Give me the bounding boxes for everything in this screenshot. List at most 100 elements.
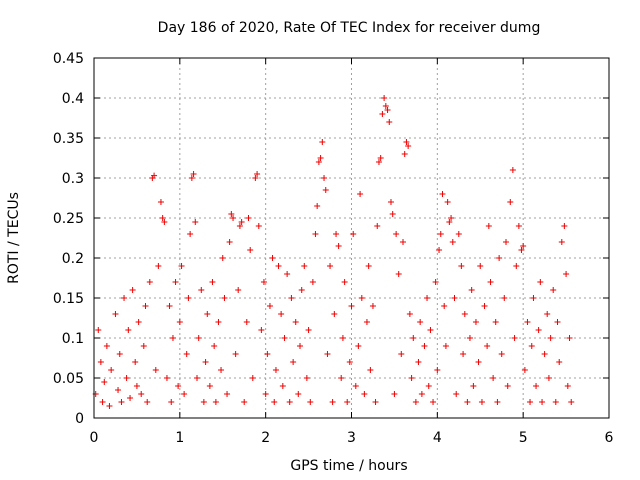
data-point [367, 367, 374, 373]
data-point [168, 399, 175, 405]
data-point [348, 303, 355, 309]
data-point [269, 255, 276, 261]
data-point [427, 327, 434, 333]
data-point [97, 359, 104, 365]
y-tick-label: 0.25 [53, 211, 84, 227]
data-point [140, 343, 147, 349]
y-axis-label: ROTI / TECUs [6, 192, 22, 284]
data-point [129, 287, 136, 293]
data-point [212, 399, 219, 405]
data-point [421, 343, 428, 349]
data-point [260, 279, 267, 285]
data-point [322, 187, 329, 193]
data-point [135, 319, 142, 325]
data-point [219, 255, 226, 261]
data-point [228, 211, 235, 217]
data-point [321, 175, 328, 181]
data-point [243, 319, 250, 325]
data-point [211, 343, 218, 349]
data-point [275, 263, 282, 269]
data-point [439, 191, 446, 197]
axis-ticks [93, 57, 610, 419]
data-point [487, 279, 494, 285]
data-point [305, 327, 312, 333]
data-point [252, 175, 259, 181]
data-point [198, 287, 205, 293]
data-point [112, 311, 119, 317]
data-point [446, 219, 453, 225]
x-tick-label: 3 [347, 430, 356, 446]
data-point [106, 403, 113, 409]
data-point [527, 399, 534, 405]
data-point [301, 263, 308, 269]
x-tick-labels: 0 1 2 3 4 5 6 [90, 430, 614, 446]
data-point [361, 391, 368, 397]
data-point [369, 303, 376, 309]
data-point [288, 295, 295, 301]
data-point [181, 391, 188, 397]
data-point [430, 399, 437, 405]
data-point [513, 263, 520, 269]
data-point [241, 399, 248, 405]
x-tick-label: 1 [175, 430, 184, 446]
data-point [99, 399, 106, 405]
data-point [317, 155, 324, 161]
data-point [458, 263, 465, 269]
data-point [204, 311, 211, 317]
data-point [451, 295, 458, 301]
data-point [247, 247, 254, 253]
data-point [352, 383, 359, 389]
data-point [524, 319, 531, 325]
data-point [449, 239, 456, 245]
data-point [176, 319, 183, 325]
data-point [333, 231, 340, 237]
data-point [552, 399, 559, 405]
data-point [535, 327, 542, 333]
data-point [412, 399, 419, 405]
y-tick-label: 0.2 [62, 251, 84, 267]
data-point [292, 319, 299, 325]
data-point [290, 359, 297, 365]
data-point [389, 211, 396, 217]
data-point [146, 279, 153, 285]
data-point [254, 171, 261, 177]
data-point [415, 359, 422, 365]
data-point [556, 359, 563, 365]
data-point [365, 263, 372, 269]
data-point [286, 399, 293, 405]
data-point [492, 319, 499, 325]
data-point [504, 383, 511, 389]
data-point [108, 367, 115, 373]
data-point [470, 383, 477, 389]
data-point [477, 263, 484, 269]
data-point [484, 343, 491, 349]
data-point [272, 367, 279, 373]
data-point [355, 343, 362, 349]
data-point [142, 303, 149, 309]
data-point [379, 111, 386, 117]
data-point [530, 295, 537, 301]
grid-lines [94, 58, 609, 418]
y-tick-label: 0.05 [53, 371, 84, 387]
x-axis-label: GPS time / hours [290, 458, 407, 474]
data-point [327, 263, 334, 269]
x-tick-label: 5 [519, 430, 528, 446]
data-point [335, 243, 342, 249]
data-point [545, 375, 552, 381]
data-point [472, 319, 479, 325]
data-point [403, 139, 410, 145]
data-point [202, 359, 209, 365]
data-point [303, 375, 310, 381]
data-point [539, 399, 546, 405]
data-point [315, 159, 322, 165]
data-point [194, 375, 200, 381]
data-point [511, 335, 518, 341]
data-point [116, 351, 123, 357]
data-point [118, 399, 125, 405]
data-point [424, 295, 431, 301]
data-point [123, 375, 130, 381]
x-tick-label: 4 [433, 430, 442, 446]
data-point [341, 279, 348, 285]
data-point [264, 351, 271, 357]
data-point [563, 271, 570, 277]
